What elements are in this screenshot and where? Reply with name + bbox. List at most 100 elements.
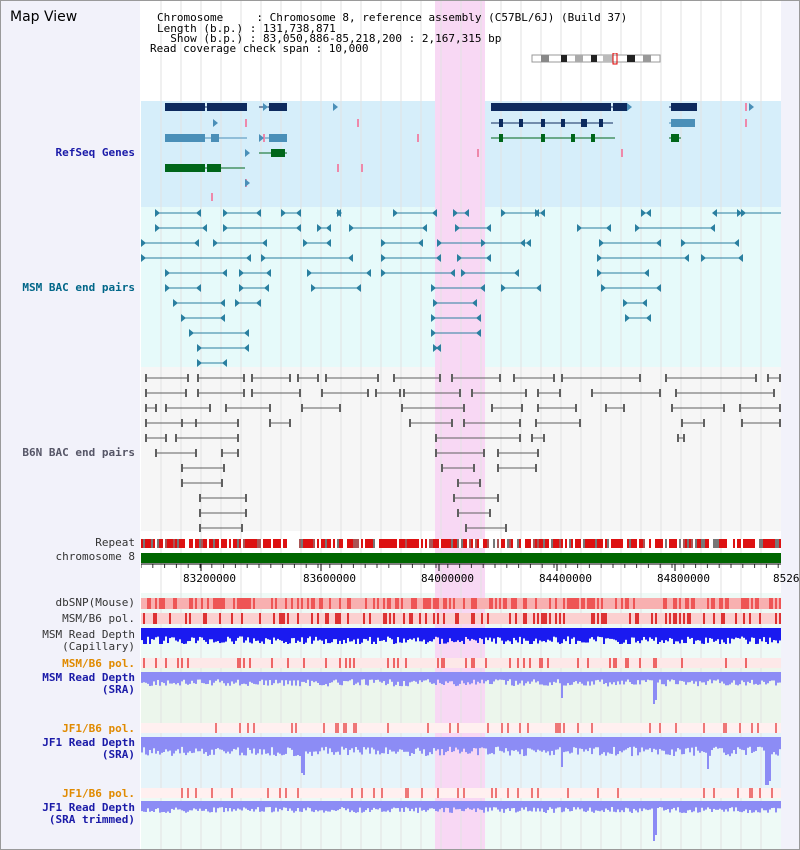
dbsnp-cell (289, 598, 291, 609)
msm-depth-capillary-bar (449, 628, 451, 639)
jf1-pol-trim-cell (453, 788, 455, 798)
jf1-pol-trim-cell (667, 788, 669, 798)
jf1-pol-cell (597, 723, 599, 733)
b6n-bac-end (497, 449, 499, 457)
msm-depth-sra-bar (193, 672, 195, 684)
msm-pol-sra-cell (227, 658, 229, 668)
jf1-pol-cell (657, 723, 659, 733)
repeat-block (773, 539, 775, 548)
dbsnp-cell (273, 598, 275, 609)
repeat-block (547, 539, 549, 548)
dbsnp-cell (195, 598, 197, 609)
jf1-depth-trim-bar (585, 801, 587, 813)
jf1-pol-cell (193, 723, 195, 733)
msm-pol-sra-cell (707, 658, 709, 668)
jf1-pol-cell (643, 723, 645, 733)
msm-depth-sra-bar (631, 672, 633, 684)
msm-depth-capillary-bar (189, 628, 191, 642)
jf1-pol-trim-cell (615, 788, 617, 798)
msm-pol-cell (779, 613, 781, 624)
jf1-depth-trim-bar (763, 801, 765, 811)
jf1-pol-trim-cell (561, 788, 563, 798)
jf1-pol-trim-cell (343, 788, 345, 798)
jf1-depth-bar (655, 737, 657, 750)
msm-bac-end (738, 254, 743, 262)
jf1-pol-trim-cell (521, 788, 523, 798)
jf1-depth-trim-bar (261, 801, 263, 812)
jf1-pol-cell (649, 723, 651, 733)
msm-pol-sra-cell (717, 658, 719, 668)
dbsnp-cell (549, 598, 551, 609)
chromosome-ideogram[interactable] (531, 53, 663, 65)
jf1-pol-cell (165, 723, 167, 733)
dbsnp-cell (465, 598, 467, 609)
jf1-pol-trim-cell (469, 788, 471, 798)
jf1-depth-bar (489, 737, 491, 754)
msm-pol-sra-cell (323, 658, 325, 668)
msm-pol-cell (423, 613, 425, 624)
jf1-pol-cell (659, 723, 661, 733)
msm-depth-sra-bar (585, 672, 587, 686)
msm-depth-capillary-bar (723, 628, 725, 643)
repeat-block (453, 539, 455, 548)
msm-depth-capillary-bar (513, 628, 515, 638)
msm-depth-capillary-bar (287, 628, 289, 644)
repeat-block (529, 539, 531, 548)
jf1-depth-trim-bar (451, 801, 453, 813)
b6n-bac-end-pairs-label[interactable]: B6N BAC end pairs (22, 446, 135, 459)
jf1-depth-bar (265, 737, 267, 754)
msm-depth-capillary-bar (595, 628, 597, 642)
jf1-pol-cell (301, 723, 303, 733)
jf1-b6-pol-label: JF1/B6 pol. (62, 722, 135, 735)
dbsnp-cell (305, 598, 307, 609)
jf1-pol-cell (167, 723, 169, 733)
jf1-depth-bar (447, 737, 449, 752)
jf1-pol-trim-cell (387, 788, 389, 798)
dbsnp-cell (393, 598, 395, 609)
dbsnp-cell (435, 598, 437, 609)
msm-depth-capillary-bar (563, 628, 565, 640)
jf1-depth-bar (535, 737, 537, 753)
repeat-block (543, 539, 545, 548)
dbsnp-cell (499, 598, 501, 609)
jf1-depth-trim-bar (329, 801, 331, 812)
refseq-genes-label[interactable]: RefSeq Genes (55, 146, 135, 159)
msm-depth-sra-bar (529, 672, 531, 684)
jf1-pol-cell (261, 723, 263, 733)
jf1-depth-bar (779, 737, 781, 750)
msm-pol-cell (375, 613, 377, 624)
dbsnp-cell (689, 598, 691, 609)
dbsnp-cell (489, 598, 491, 609)
msm-bac-end-pairs-label[interactable]: MSM BAC end pairs (22, 281, 135, 294)
jf1-pol-trim-cell (729, 788, 731, 798)
jf1-depth-bar (161, 737, 163, 753)
jf1-pol-cell (623, 723, 625, 733)
jf1-pol-trim-cell (389, 788, 391, 798)
jf1-depth-trim-bar (393, 801, 395, 808)
msm-depth-sra-bar (323, 672, 325, 686)
genome-tracks-canvas[interactable] (141, 1, 781, 849)
jf1-depth-trim-bar (593, 801, 595, 813)
msm-pol-sra-cell (233, 658, 235, 668)
msm-pol-sra-cell (415, 658, 417, 668)
gene-marker (417, 134, 419, 142)
jf1-depth-trim-bar (325, 801, 327, 811)
jf1-depth-bar (477, 737, 479, 756)
msm-depth-capillary-bar (547, 628, 549, 640)
b6n-bac-end (559, 389, 561, 397)
dbsnp-cell (665, 598, 667, 609)
msm-depth-sra-bar (577, 672, 579, 684)
jf1-depth-trim-bar (659, 801, 661, 808)
msm-depth-capillary-bar (179, 628, 181, 640)
jf1-pol-trim-cell (761, 788, 763, 798)
repeat-block (151, 539, 153, 548)
msm-pol-sra-cell (611, 658, 613, 668)
b6n-bac-end (531, 434, 533, 442)
msm-depth-sra-bar (337, 672, 339, 683)
genome-track-area[interactable] (141, 1, 781, 849)
msm-pol-cell (573, 613, 575, 624)
jf1-pol-trim-cell (663, 788, 665, 798)
dbsnp-cell (773, 598, 775, 609)
jf1-depth-bar (267, 737, 269, 754)
jf1-depth-bar (705, 737, 707, 753)
